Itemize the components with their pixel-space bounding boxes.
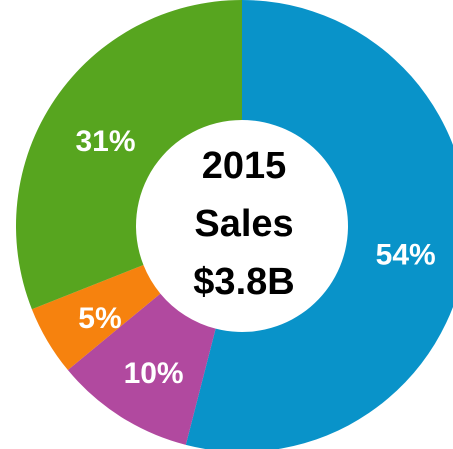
donut-segment (16, 0, 243, 310)
center-label: Sales (194, 203, 293, 245)
value-label: 5% (78, 302, 121, 335)
value-label: 54% (376, 239, 436, 272)
center-label: 2015 (202, 145, 287, 187)
center-label: $3.8B (193, 261, 294, 303)
donut-segment (31, 265, 161, 371)
value-label: 31% (76, 125, 136, 158)
donut-segment (185, 0, 453, 449)
value-label: 10% (124, 357, 184, 390)
donut-segment (67, 293, 216, 445)
